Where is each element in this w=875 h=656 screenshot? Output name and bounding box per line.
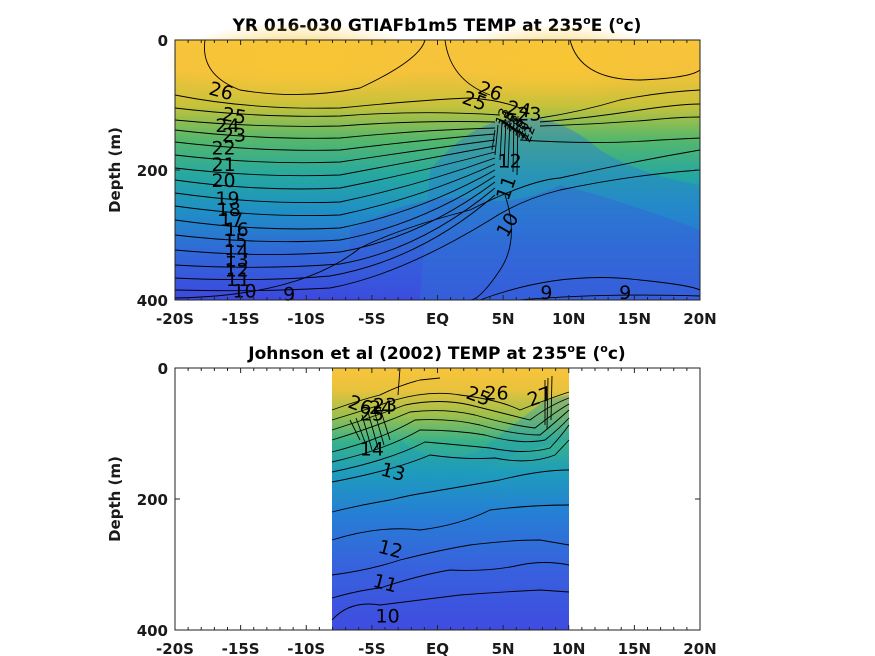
top-contour-label: 12 (498, 151, 522, 173)
top-chart-yticks: 0 200 400 (137, 32, 700, 310)
bottom-ytick-label: 200 (137, 491, 168, 509)
bottom-xtick-label: 5N (492, 640, 515, 656)
top-xtick-label: 5N (492, 310, 515, 328)
top-contour-label-dense: 21 (516, 122, 536, 143)
bottom-ytick-label: 0 (158, 360, 168, 378)
top-contour-label-dense: 16 (502, 112, 522, 133)
top-contour-label: 22 (211, 138, 235, 160)
top-contour-label: 9 (540, 282, 552, 304)
top-chart-field (165, 22, 700, 301)
top-contour-label: 15 (223, 230, 247, 252)
bottom-contour-label: 10 (376, 605, 400, 627)
bottom-chart-xticks: -20S -15S -10S -5S EQ 5N 10N 15N 20N (156, 368, 717, 656)
bottom-xtick-label: 20N (683, 640, 716, 656)
top-contour-label: 13 (225, 250, 249, 272)
bottom-contour-label: 23 (373, 394, 397, 416)
bottom-chart-yticks: 0 200 400 (137, 360, 700, 640)
top-contour-label: 16 (225, 219, 249, 241)
top-xtick-label: -10S (287, 310, 325, 328)
bottom-xtick-label: -10S (287, 640, 325, 656)
top-contour-label-dense: 14 (496, 108, 516, 129)
top-contour-label-dense: 20 (513, 120, 533, 141)
top-contour-label-dense: 22 (519, 124, 539, 145)
bottom-contour-label: 25 (360, 404, 384, 426)
bottom-chart-title: Johnson et al (2002) TEMP at 235oE (oc) (247, 342, 625, 364)
bottom-chart: Johnson et al (2002) TEMP at 235oE (oc) … (106, 342, 717, 656)
top-contour-label-dense: 19 (511, 118, 531, 139)
top-chart-ylabel: Depth (m) (106, 127, 124, 213)
top-chart: YR 016-030 GTIAFb1m5 TEMP at 235oE (oc) (106, 14, 717, 328)
top-contour-label: 10 (232, 281, 256, 303)
bottom-xtick-label: -20S (156, 640, 194, 656)
top-contour-label: 9 (283, 283, 295, 305)
top-contour-label: 19 (215, 188, 239, 210)
top-contour-label: 25 (220, 103, 248, 129)
bottom-xtick-label: -15S (222, 640, 260, 656)
top-contour-label: 18 (217, 199, 241, 221)
bottom-contour-label: 24 (369, 397, 393, 419)
top-contour-label: 24 (505, 97, 533, 123)
top-xtick-label: -5S (358, 310, 385, 328)
top-contour-label: 23 (517, 103, 541, 125)
top-ytick-label: 0 (158, 32, 168, 50)
bottom-contour-label: 14 (360, 438, 384, 460)
top-xtick-label: -15S (222, 310, 260, 328)
top-contour-label: 17 (219, 209, 243, 231)
bottom-xtick-label: -5S (358, 640, 385, 656)
bottom-xtick-label: EQ (426, 640, 449, 656)
top-contour-label: 23 (222, 125, 246, 147)
top-contour-label: 14 (225, 240, 249, 262)
top-contour-label-dense: 15 (499, 110, 519, 131)
top-xtick-label: EQ (426, 310, 449, 328)
bottom-chart-contours (331, 367, 570, 621)
top-contour-label: 11 (226, 269, 250, 291)
top-ytick-label: 400 (137, 292, 168, 310)
top-xtick-label: 15N (618, 310, 651, 328)
top-contour-label: 20 (211, 170, 235, 192)
top-ytick-label: 200 (137, 162, 168, 180)
top-contour-label: 12 (225, 259, 249, 281)
top-chart-xticks: -20S -15S -10S -5S EQ 5N 10N 15N 20N (156, 40, 717, 328)
top-chart-contours (174, 39, 701, 301)
bottom-xtick-label: 15N (618, 640, 651, 656)
top-xtick-label: 10N (552, 310, 585, 328)
bottom-chart-ylabel: Depth (m) (106, 456, 124, 542)
top-contour-label: 9 (619, 282, 631, 304)
bottom-chart-field (332, 368, 569, 630)
bottom-xtick-label: 10N (552, 640, 585, 656)
top-contour-label: 24 (215, 115, 239, 137)
bottom-contour-label: 26 (484, 383, 508, 405)
top-xtick-label: 20N (683, 310, 716, 328)
top-contour-label: 21 (211, 154, 235, 176)
bottom-ytick-label: 400 (137, 622, 168, 640)
top-xtick-label: -20S (156, 310, 194, 328)
top-contour-label-dense: 17 (505, 114, 525, 135)
top-contour-label-dense: 13 (493, 106, 513, 127)
top-contour-label-dense: 18 (508, 116, 528, 137)
